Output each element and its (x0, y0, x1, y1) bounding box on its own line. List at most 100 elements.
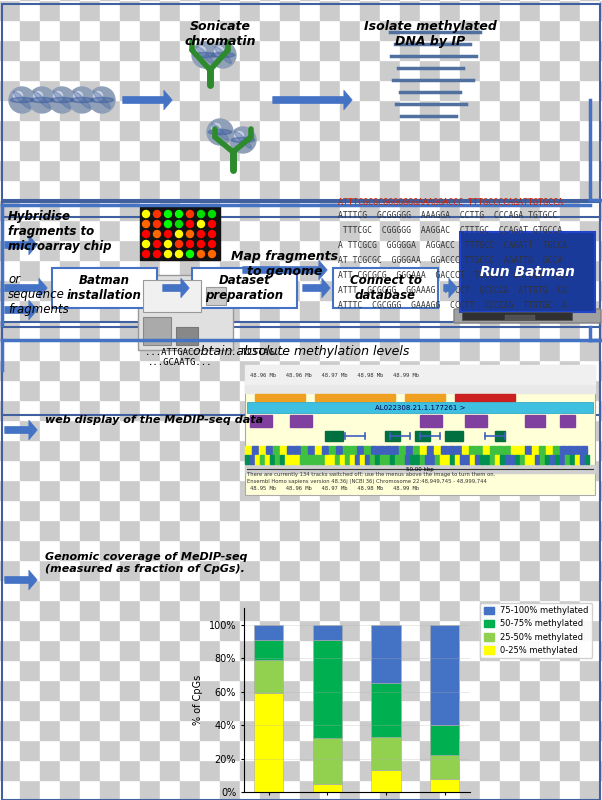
Bar (480, 620, 500, 640)
Ellipse shape (208, 130, 232, 134)
Bar (120, 660, 140, 680)
Bar (200, 620, 220, 640)
Bar (280, 446, 286, 454)
Bar (280, 455, 284, 464)
Bar (180, 80, 200, 100)
Bar (320, 200, 340, 220)
Bar (320, 560, 340, 580)
Bar (420, 160, 440, 180)
Bar (280, 280, 300, 300)
Bar (60, 80, 80, 100)
Bar (0, 640, 20, 660)
Bar (560, 360, 580, 380)
Bar (245, 365, 595, 385)
Bar (520, 740, 540, 760)
Bar (440, 220, 460, 240)
Bar (500, 200, 520, 220)
Circle shape (208, 230, 216, 238)
Bar (40, 300, 60, 320)
Bar (480, 280, 500, 300)
Bar (20, 120, 40, 140)
Bar (360, 140, 380, 160)
Bar (0, 680, 20, 700)
Bar (560, 740, 580, 760)
Bar (340, 180, 360, 200)
Bar (320, 580, 340, 600)
Circle shape (208, 241, 216, 247)
Bar (180, 340, 200, 360)
Bar (460, 180, 480, 200)
Bar (360, 760, 380, 780)
Bar (580, 260, 600, 280)
Bar (100, 60, 120, 80)
Bar (600, 760, 602, 780)
Bar (120, 300, 140, 320)
Bar (0, 620, 20, 640)
Bar (540, 280, 560, 300)
Bar (400, 260, 420, 280)
Bar (400, 780, 420, 800)
Bar (200, 0, 220, 20)
Bar (280, 360, 300, 380)
Bar (280, 380, 300, 400)
Bar (220, 300, 240, 320)
Bar (0, 480, 20, 500)
Bar (40, 180, 60, 200)
Bar (480, 240, 500, 260)
Bar (320, 220, 340, 240)
Bar (540, 580, 560, 600)
Bar (240, 140, 260, 160)
Bar (600, 0, 602, 20)
Bar (40, 780, 60, 800)
Bar (20, 280, 40, 300)
Bar (80, 60, 100, 80)
Bar (240, 20, 260, 40)
Bar (160, 400, 180, 420)
Bar (460, 640, 480, 660)
Bar (560, 580, 580, 600)
Bar (180, 220, 200, 240)
Bar (520, 620, 540, 640)
Bar (320, 760, 340, 780)
Bar (400, 460, 420, 480)
Bar (560, 420, 580, 440)
Bar (480, 540, 500, 560)
Bar (280, 240, 300, 260)
Bar (260, 40, 280, 60)
Bar (280, 180, 300, 200)
Bar (360, 60, 380, 80)
Bar (400, 580, 420, 600)
Bar (100, 240, 120, 260)
Bar (280, 460, 300, 480)
Circle shape (197, 241, 205, 247)
Bar (455, 446, 461, 454)
Bar (380, 0, 400, 20)
Bar (400, 380, 420, 400)
Bar (100, 700, 120, 720)
Bar (120, 360, 140, 380)
Bar (560, 680, 580, 700)
Bar (280, 200, 300, 220)
Bar (300, 480, 320, 500)
Bar (380, 160, 400, 180)
Bar (560, 720, 580, 740)
Bar (560, 660, 580, 680)
Bar (80, 500, 100, 520)
Bar (60, 140, 80, 160)
Circle shape (187, 221, 193, 227)
Bar (80, 520, 100, 540)
Bar (580, 620, 600, 640)
Bar (160, 380, 180, 400)
Bar (245, 385, 595, 393)
Bar (340, 100, 360, 120)
Bar (247, 402, 593, 413)
Bar (580, 360, 600, 380)
Bar (265, 455, 269, 464)
Bar (400, 140, 420, 160)
Bar (480, 180, 500, 200)
Bar (600, 660, 602, 680)
Bar (240, 120, 260, 140)
Bar (540, 720, 560, 740)
Bar (580, 640, 600, 660)
Bar (560, 140, 580, 160)
